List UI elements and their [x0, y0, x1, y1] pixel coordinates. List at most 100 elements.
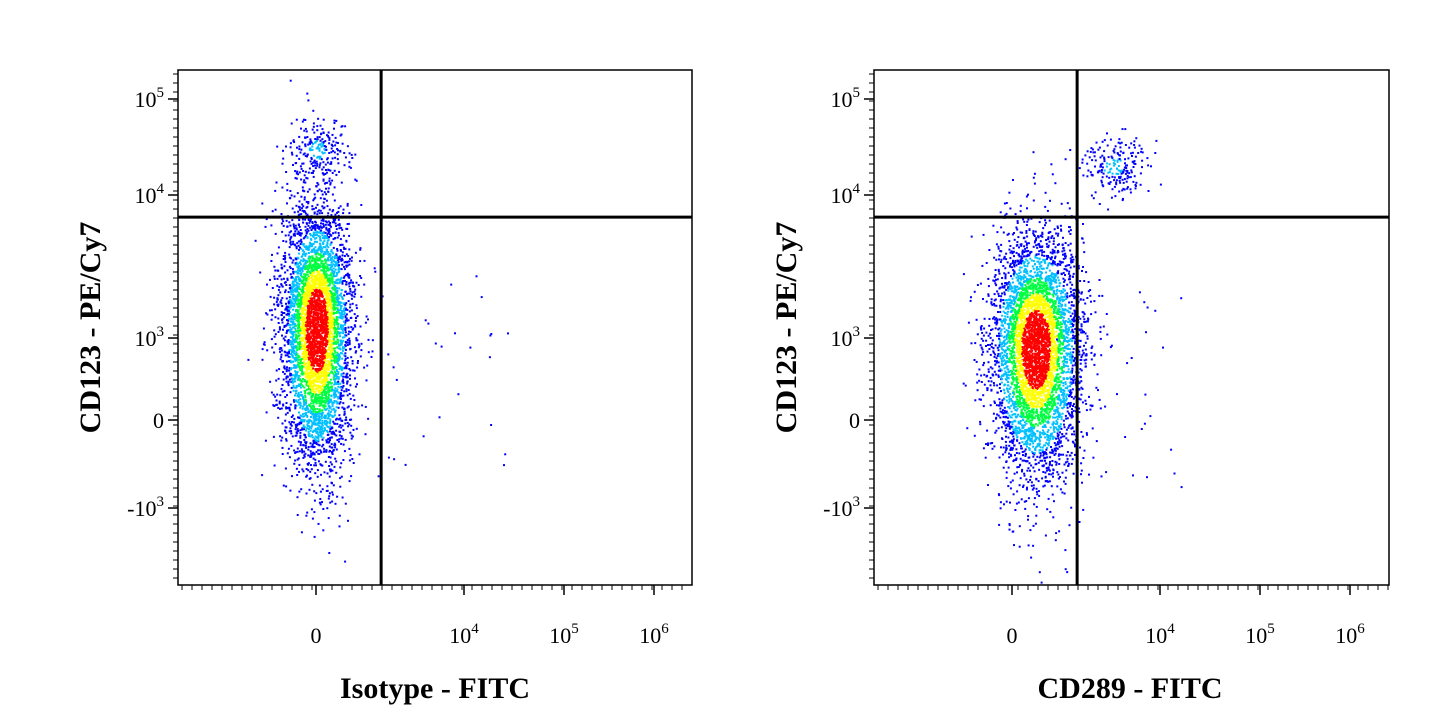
- event-dot: [307, 334, 310, 337]
- event-dot: [350, 408, 353, 411]
- event-dot: [290, 257, 293, 260]
- event-dot: [281, 305, 284, 307]
- event-dot: [329, 398, 332, 401]
- event-dot: [302, 426, 305, 429]
- event-dot: [307, 295, 310, 298]
- event-dot: [291, 347, 294, 350]
- event-dot: [333, 257, 336, 259]
- event-dot: [312, 367, 315, 370]
- event-dot: [337, 385, 340, 388]
- event-dot: [311, 330, 314, 333]
- event-dot: [325, 221, 328, 224]
- event-dot: [306, 425, 309, 428]
- event-dot: [339, 365, 342, 368]
- event-dot: [307, 300, 310, 303]
- event-dot: [358, 345, 361, 347]
- event-dot: [289, 79, 292, 82]
- event-dot: [312, 441, 315, 444]
- event-dot: [326, 205, 329, 208]
- event-dot: [302, 277, 305, 279]
- event-dot: [328, 277, 331, 280]
- event-dot: [340, 259, 343, 262]
- event-dot: [306, 261, 309, 264]
- event-dot: [314, 373, 317, 376]
- event-dot: [351, 362, 354, 365]
- event-dot: [346, 372, 349, 375]
- event-dot: [280, 278, 283, 281]
- event-dot: [350, 356, 353, 359]
- event-dot: [324, 349, 327, 351]
- event-dot: [307, 275, 310, 278]
- event-dot: [318, 484, 321, 487]
- event-dot: [311, 332, 314, 335]
- event-dot: [307, 312, 310, 315]
- event-dot: [338, 312, 341, 315]
- event-dot: [327, 334, 330, 337]
- event-dot: [346, 264, 349, 267]
- event-dot: [335, 429, 338, 432]
- event-dot: [330, 305, 333, 308]
- event-dot: [337, 372, 339, 375]
- event-dot: [300, 337, 303, 340]
- event-dot: [289, 391, 292, 394]
- event-dot: [304, 234, 307, 237]
- event-dot: [324, 408, 327, 411]
- event-dot: [327, 295, 329, 298]
- event-dot: [291, 475, 293, 478]
- event-dot: [319, 364, 322, 367]
- event-dot: [331, 157, 334, 160]
- event-dot: [339, 278, 342, 281]
- event-dot: [308, 298, 310, 301]
- event-dot: [293, 270, 296, 273]
- event-dot: [314, 253, 317, 256]
- event-dot: [327, 400, 330, 403]
- event-dot: [289, 236, 292, 239]
- event-dot: [274, 308, 277, 311]
- event-dot: [299, 431, 302, 434]
- event-dot: [304, 396, 307, 398]
- event-dot: [317, 183, 320, 186]
- event-dot: [314, 260, 317, 263]
- event-dot: [327, 232, 330, 235]
- event-dot: [284, 257, 287, 259]
- event-dot: [306, 321, 309, 324]
- event-dot: [294, 366, 297, 369]
- event-dot: [314, 234, 316, 236]
- event-dot: [331, 353, 334, 356]
- event-dot: [307, 448, 310, 451]
- event-dot: [324, 235, 327, 238]
- event-dot: [298, 315, 300, 318]
- event-dot: [359, 248, 362, 251]
- event-dot: [316, 423, 319, 426]
- event-dot: [334, 312, 337, 314]
- event-dot: [335, 374, 337, 377]
- event-dot: [321, 265, 324, 268]
- event-dot: [303, 380, 306, 383]
- event-dot: [357, 343, 360, 346]
- event-dot: [308, 343, 311, 346]
- event-dot: [318, 297, 321, 300]
- event-dot: [290, 386, 293, 389]
- event-dot: [306, 236, 309, 239]
- event-dot: [333, 442, 336, 445]
- event-dot: [320, 255, 323, 258]
- event-dot: [296, 356, 299, 359]
- event-dot: [295, 334, 298, 337]
- event-dot: [333, 199, 336, 202]
- event-dot: [309, 318, 312, 321]
- event-dot: [355, 339, 358, 342]
- event-dot: [334, 265, 337, 268]
- event-dot: [311, 369, 314, 372]
- event-dot: [346, 356, 349, 359]
- event-dot: [303, 302, 305, 305]
- event-dot: [294, 170, 297, 173]
- event-dot: [328, 317, 331, 320]
- event-dot: [315, 450, 318, 453]
- event-dot: [319, 239, 322, 242]
- event-dot: [341, 437, 344, 440]
- event-dot: [300, 271, 303, 274]
- event-dot: [350, 437, 353, 440]
- event-dot: [325, 449, 328, 452]
- event-dot: [364, 405, 367, 408]
- event-dot: [317, 434, 320, 437]
